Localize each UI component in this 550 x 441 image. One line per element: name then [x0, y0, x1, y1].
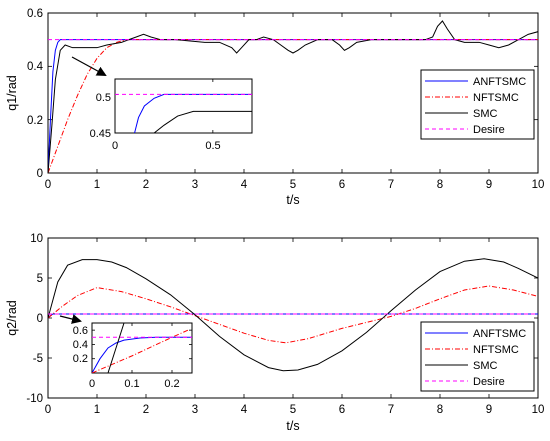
legend: ANFTSMC NFTSMC SMC Desire — [420, 69, 535, 140]
x-tick-label: 6 — [339, 404, 345, 416]
y-tick-label: -10 — [26, 393, 43, 405]
legend-label: Desire — [473, 124, 505, 136]
zoom-arrow — [71, 56, 107, 76]
x-tick-label: 2 — [143, 179, 149, 191]
legend-label: SMC — [473, 108, 498, 120]
series-line-nftsmc — [48, 285, 538, 344]
inset-y-tick-label: 0.5 — [96, 92, 111, 104]
legend-label: ANFTSMC — [473, 328, 526, 340]
legend-label: NFTSMC — [473, 344, 519, 356]
inset-x-tick-label: 0.5 — [205, 140, 220, 152]
inset-x-tick-label: 0.2 — [164, 378, 179, 390]
legend-label: SMC — [473, 360, 498, 372]
y-tick-label: 0.6 — [27, 8, 43, 20]
x-tick-label: 4 — [241, 404, 248, 416]
x-tick-label: 9 — [486, 404, 492, 416]
x-tick-label: 5 — [290, 179, 296, 191]
x-tick-label: 5 — [290, 404, 296, 416]
series-line-smc — [107, 323, 125, 373]
x-tick-label: 2 — [143, 404, 149, 416]
chart-q2: 0 1 2 3 4 5 6 7 8 9 10 -10 -5 0 5 10 t/s… — [5, 233, 544, 433]
y-tick-label: 0 — [37, 168, 43, 180]
x-tick-label: 1 — [94, 404, 100, 416]
x-tick-label: 1 — [94, 179, 100, 191]
chart-q1: 0 1 2 3 4 5 6 7 8 9 10 0 0.2 0.4 0.6 t/s… — [5, 8, 544, 207]
x-tick-label: 10 — [532, 179, 545, 191]
x-tick-label: 3 — [192, 179, 198, 191]
x-tick-label: 9 — [486, 179, 492, 191]
zoom-arrow — [59, 314, 82, 324]
inset-series-group — [115, 93, 252, 133]
inset-x-tick-label: 0 — [112, 140, 118, 152]
inset-y-tick-label: 0.45 — [90, 128, 111, 140]
x-axis-label: t/s — [286, 193, 299, 207]
series-line-nftsmc — [48, 39, 538, 173]
y-tick-label: 0.4 — [27, 61, 44, 73]
x-tick-label: 10 — [532, 404, 545, 416]
legend-label: ANFTSMC — [473, 76, 526, 88]
inset-x-tick-label: 0 — [89, 378, 95, 390]
legend-label: Desire — [473, 376, 505, 388]
y-tick-label: 0 — [37, 313, 43, 325]
legend-label: NFTSMC — [473, 92, 519, 104]
series-line-nftsmc — [92, 329, 189, 373]
legend: ANFTSMC NFTSMC SMC Desire — [420, 321, 535, 392]
inset-tick-marks — [91, 323, 192, 373]
x-tick-label: 8 — [437, 179, 443, 191]
x-tick-label: 6 — [339, 179, 345, 191]
series-line-smc — [48, 258, 538, 372]
x-tick-label: 0 — [45, 404, 51, 416]
x-tick-label: 4 — [241, 179, 248, 191]
series-line-smc — [153, 110, 252, 133]
x-tick-labels: 0 1 2 3 4 5 6 7 8 9 10 — [45, 404, 545, 416]
y-tick-label: 10 — [30, 233, 43, 245]
series-group — [48, 258, 538, 372]
inset-y-tick-label: 0.2 — [73, 353, 88, 365]
y-tick-label: 5 — [37, 273, 43, 285]
series-line-anftsmc — [92, 336, 192, 373]
inset-frame — [114, 78, 253, 134]
series-line-smc — [48, 20, 538, 173]
series-group — [48, 20, 538, 173]
x-tick-labels: 0 1 2 3 4 5 6 7 8 9 10 — [45, 179, 545, 191]
x-tick-label: 8 — [437, 404, 443, 416]
inset-y-tick-label: 0.6 — [73, 325, 88, 337]
x-axis-label: t/s — [286, 419, 299, 433]
y-tick-label: -5 — [33, 353, 43, 365]
x-tick-label: 3 — [192, 404, 198, 416]
y-axis-label: q2/rad — [5, 300, 19, 335]
inset-series-group — [92, 323, 192, 373]
x-tick-label: 0 — [45, 179, 51, 191]
x-tick-label: 7 — [388, 179, 394, 191]
series-line-anftsmc — [48, 39, 538, 173]
y-tick-labels: -10 -5 0 5 10 — [26, 233, 43, 405]
inset-y-tick-label: 0.4 — [73, 339, 88, 351]
x-tick-label: 7 — [388, 404, 394, 416]
y-axis-label: q1/rad — [5, 75, 19, 110]
inset-frame — [91, 322, 193, 374]
y-tick-label: 0.2 — [27, 115, 43, 127]
y-tick-labels: 0 0.2 0.4 0.6 — [27, 8, 44, 180]
inset-x-tick-label: 0.1 — [124, 378, 139, 390]
